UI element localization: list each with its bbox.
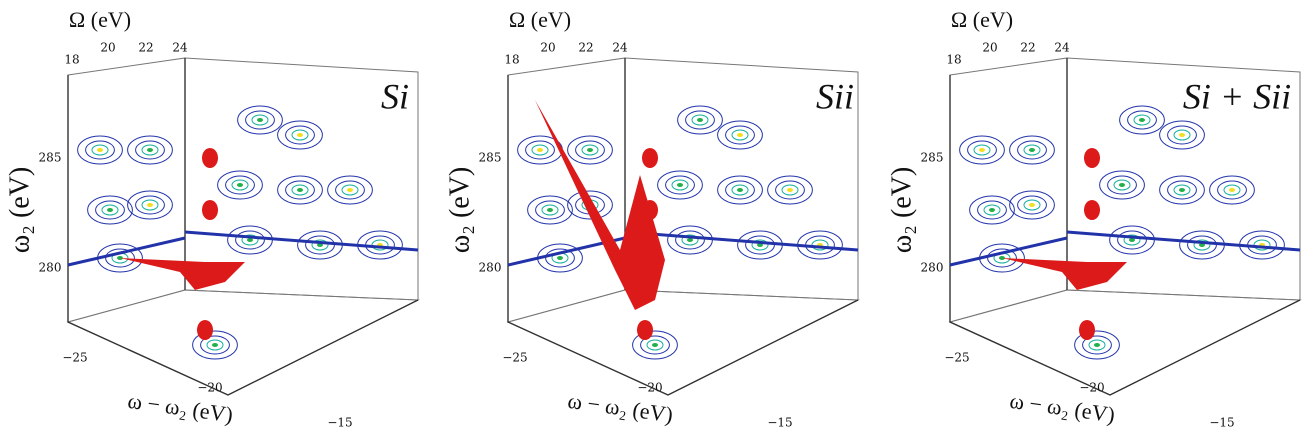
left-wall (950, 58, 1067, 322)
dw-tick-label: −20 (197, 381, 222, 395)
omega-tick-label: 20 (100, 41, 115, 55)
contour-peak (1119, 183, 1125, 187)
w2-tick-label: 280 (479, 261, 502, 275)
w2-tick-label: 280 (921, 261, 944, 275)
contour-peak (257, 118, 263, 122)
contour-peak (1139, 118, 1145, 122)
omega-tick-label: 20 (540, 41, 555, 55)
isosurface-blob (642, 200, 658, 220)
contour-peak (1094, 343, 1100, 347)
omega-tick-label: 24 (612, 41, 628, 55)
contour-peak (979, 148, 985, 152)
panel-label: Sii (816, 76, 854, 116)
omega-tick-label: 24 (172, 41, 188, 55)
dw-tick-label: −15 (1209, 416, 1234, 430)
isosurface-blob (637, 320, 653, 340)
isosurface-blob (197, 320, 213, 340)
omega-tick-label: 22 (138, 41, 153, 55)
contour-peak (737, 188, 743, 192)
floor (950, 290, 1300, 395)
contour-peak (1179, 133, 1185, 137)
contour-peak (297, 188, 303, 192)
contour-peak (557, 256, 563, 260)
omega-tick-label: 18 (504, 53, 519, 67)
contour-peak (537, 148, 543, 152)
isosurface (1002, 258, 1127, 290)
panel: Ω (eV)18202224ω₂ (eV)285280ω − ω₂ (eV)−2… (886, 7, 1300, 429)
dw-tick-label: −25 (944, 351, 969, 365)
dw-tick-label: −20 (1079, 381, 1104, 395)
dw-tick-label: −20 (637, 381, 662, 395)
contour-peak (737, 133, 743, 137)
omega-axis-label: Ω (eV) (951, 7, 1013, 32)
dw-tick-label: −25 (502, 351, 527, 365)
isosurface-blob (202, 148, 218, 168)
dw-tick-label: −15 (327, 416, 352, 430)
w2-tick-label: 280 (39, 261, 62, 275)
omega-tick-label: 18 (64, 53, 79, 67)
contour-peak (347, 188, 353, 192)
isosurface-blob (1079, 320, 1095, 340)
contour-peak (107, 208, 113, 212)
isosurface-blob (1084, 200, 1100, 220)
omega-tick-label: 20 (982, 41, 997, 55)
contour-peak (697, 118, 703, 122)
contour-peak (212, 343, 218, 347)
left-wall (508, 58, 625, 322)
w2-axis-label: ω₂ (eV) (444, 167, 475, 254)
isosurface-blob (202, 200, 218, 220)
contour-peak (652, 343, 658, 347)
dw-tick-label: −25 (62, 351, 87, 365)
w2-tick-label: 285 (39, 151, 62, 165)
omega-tick-label: 24 (1054, 41, 1070, 55)
floor (68, 290, 418, 395)
contour-ridge (185, 232, 418, 250)
left-wall (68, 58, 185, 322)
isosurface (120, 258, 245, 290)
omega-tick-label: 22 (1020, 41, 1035, 55)
contour-peak (297, 133, 303, 137)
omega-axis-label: Ω (eV) (509, 7, 571, 32)
contour-peak (1229, 188, 1235, 192)
w2-tick-label: 285 (921, 151, 944, 165)
isosurface-blob (1084, 148, 1100, 168)
contour-peak (787, 188, 793, 192)
contour-peak (97, 148, 103, 152)
contour-peak (547, 208, 553, 212)
contour-peak (147, 203, 153, 207)
omega-tick-label: 22 (578, 41, 593, 55)
contour-peak (1179, 188, 1185, 192)
contour-peak (989, 208, 995, 212)
contour-peak (677, 183, 683, 187)
contour-peak (147, 148, 153, 152)
panel-label: Si (381, 76, 409, 116)
w2-axis-label: ω₂ (eV) (886, 167, 917, 254)
contour-ridge (1067, 232, 1300, 250)
w2-tick-label: 285 (479, 151, 502, 165)
omega-tick-label: 18 (946, 53, 961, 67)
contour-peak (1029, 148, 1035, 152)
contour-peak (587, 148, 593, 152)
figure: Ω (eV)18202224ω₂ (eV)285280ω − ω₂ (eV)−2… (0, 0, 1312, 442)
panel-label: Si + Sii (1183, 76, 1291, 116)
contour-peak (1029, 203, 1035, 207)
omega-axis-label: Ω (eV) (69, 7, 131, 32)
floor (508, 290, 858, 395)
w2-axis-label: ω₂ (eV) (4, 167, 35, 254)
contour-peak (237, 183, 243, 187)
isosurface-blob (642, 148, 658, 168)
dw-tick-label: −15 (767, 416, 792, 430)
